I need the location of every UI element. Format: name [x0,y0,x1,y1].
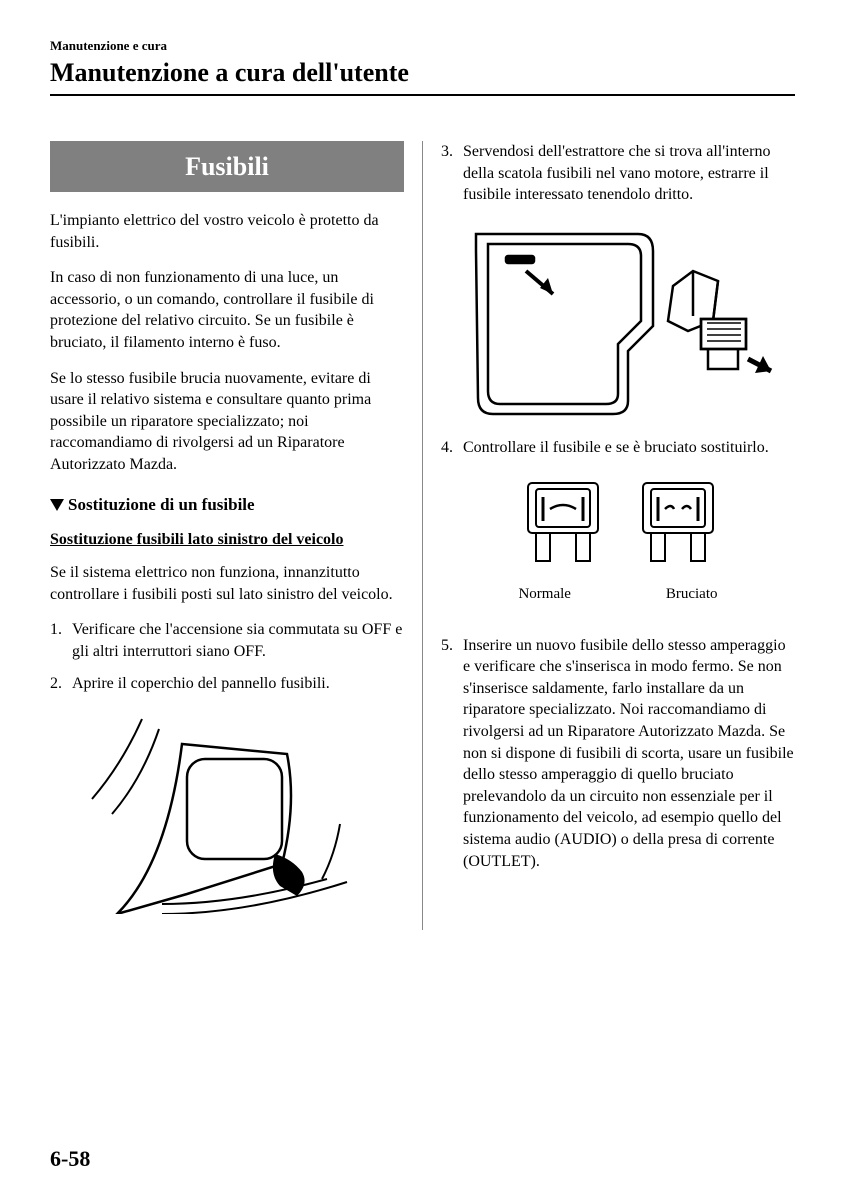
figure-extractor [441,216,795,421]
section-box-fusibili: Fusibili [50,141,404,192]
paragraph: In caso di non funzionamento di una luce… [50,267,404,353]
steps-list-right-3: Servendosi dell'estrattore che si trova … [441,141,795,206]
sub-heading: Sostituzione di un fusibile [50,494,404,517]
chapter-title: Manutenzione a cura dell'utente [50,58,795,88]
figure-fuses: Normale Bruciato [441,468,795,604]
step-item: Aprire il coperchio del pannello fusibil… [50,673,404,695]
step-item: Controllare il fusibile e se è bruciato … [441,437,795,459]
sub-heading-text: Sostituzione di un fusibile [68,494,255,517]
paragraph: L'impianto elettrico del vostro veicolo … [50,210,404,253]
paragraph: Se il sistema elettrico non funziona, in… [50,562,404,605]
paragraph: Se lo stesso fusibile brucia nuovamente,… [50,368,404,476]
content-columns: Fusibili L'impianto elettrico del vostro… [50,141,795,930]
left-column: Fusibili L'impianto elettrico del vostro… [50,141,422,930]
extractor-illustration-icon [458,216,778,421]
fuse-label-burnt: Bruciato [666,584,718,604]
step-item: Servendosi dell'estrattore che si trova … [441,141,795,206]
page-header: Manutenzione e cura Manutenzione a cura … [50,38,795,96]
fuse-labels: Normale Bruciato [441,584,795,604]
panel-cover-illustration-icon [87,704,367,914]
figure-panel-cover [50,704,404,914]
procedure-title: Sostituzione fusibili lato sinistro del … [50,529,404,551]
step-item: Verificare che l'accensione sia commutat… [50,619,404,662]
steps-list-right-4: Controllare il fusibile e se è bruciato … [441,437,795,459]
fuse-label-normal: Normale [518,584,570,604]
header-rule [50,94,795,96]
step-item: Inserire un nuovo fusibile dello stesso … [441,635,795,873]
breadcrumb: Manutenzione e cura [50,38,795,54]
steps-list-left: Verificare che l'accensione sia commutat… [50,619,404,694]
right-column: Servendosi dell'estrattore che si trova … [422,141,795,930]
triangle-down-icon [50,499,64,511]
fuses-illustration-icon [478,468,758,578]
page-number: 6-58 [50,1146,90,1172]
steps-list-right-5: Inserire un nuovo fusibile dello stesso … [441,635,795,873]
